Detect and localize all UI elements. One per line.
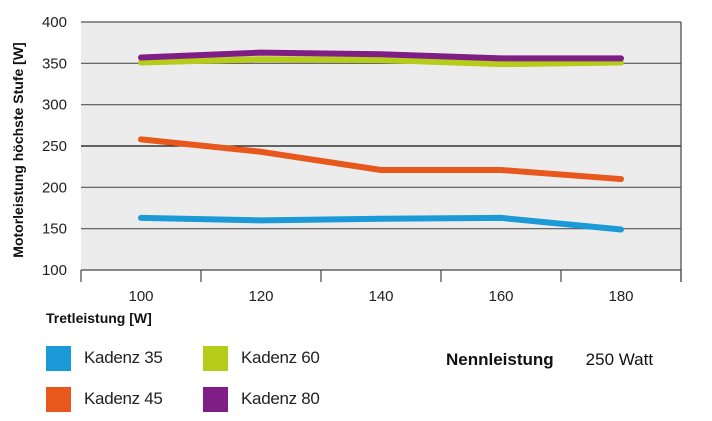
x-tick-labels: 100 120 140 160 180 [128,288,633,305]
x-axis-title: Tretleistung [W] [46,310,152,326]
y-tick-label: 150 [42,221,67,238]
legend-item-kadenz-80: Kadenz 80 [203,386,320,412]
y-tick-label: 300 [42,97,67,114]
y-axis-title: Motorleistung höchste Stufe [W] [10,42,26,257]
x-tick-label: 180 [608,288,633,305]
series-line-kadenz-45 [138,136,624,183]
x-tick-label: 100 [128,288,153,305]
rated-power-annotation: Nennleistung 250 Watt [446,350,653,370]
series-line-kadenz-35 [138,214,624,233]
y-tick-labels: 100 150 200 250 300 350 400 [42,14,67,279]
axes [80,22,682,282]
legend-item-kadenz-60: Kadenz 60 [203,345,320,371]
legend-swatch [203,345,228,371]
rated-power-value: 250 Watt [585,350,654,369]
y-tick-label: 400 [42,14,67,31]
legend-item-kadenz-35: Kadenz 35 [46,345,163,371]
legend-item-kadenz-45: Kadenz 45 [46,386,163,412]
y-tick-label: 250 [42,138,67,155]
rated-power-label: Nennleistung [446,350,554,369]
x-tick-label: 140 [368,288,393,305]
legend-swatch [46,345,71,371]
x-tick-label: 120 [248,288,273,305]
series-line-kadenz-80 [138,49,624,62]
series-line-kadenz-60 [138,56,624,68]
y-tick-label: 200 [42,179,67,196]
y-tick-label: 350 [42,55,67,72]
legend-swatch [46,386,71,412]
legend-label: Kadenz 35 [84,348,163,367]
series-lines [138,49,624,233]
legend-label: Kadenz 80 [241,389,320,408]
legend-label: Kadenz 60 [241,348,320,367]
legend-label: Kadenz 45 [84,389,163,408]
x-tick-label: 160 [488,288,513,305]
legend-swatch [203,386,228,412]
y-tick-label: 100 [42,262,67,279]
